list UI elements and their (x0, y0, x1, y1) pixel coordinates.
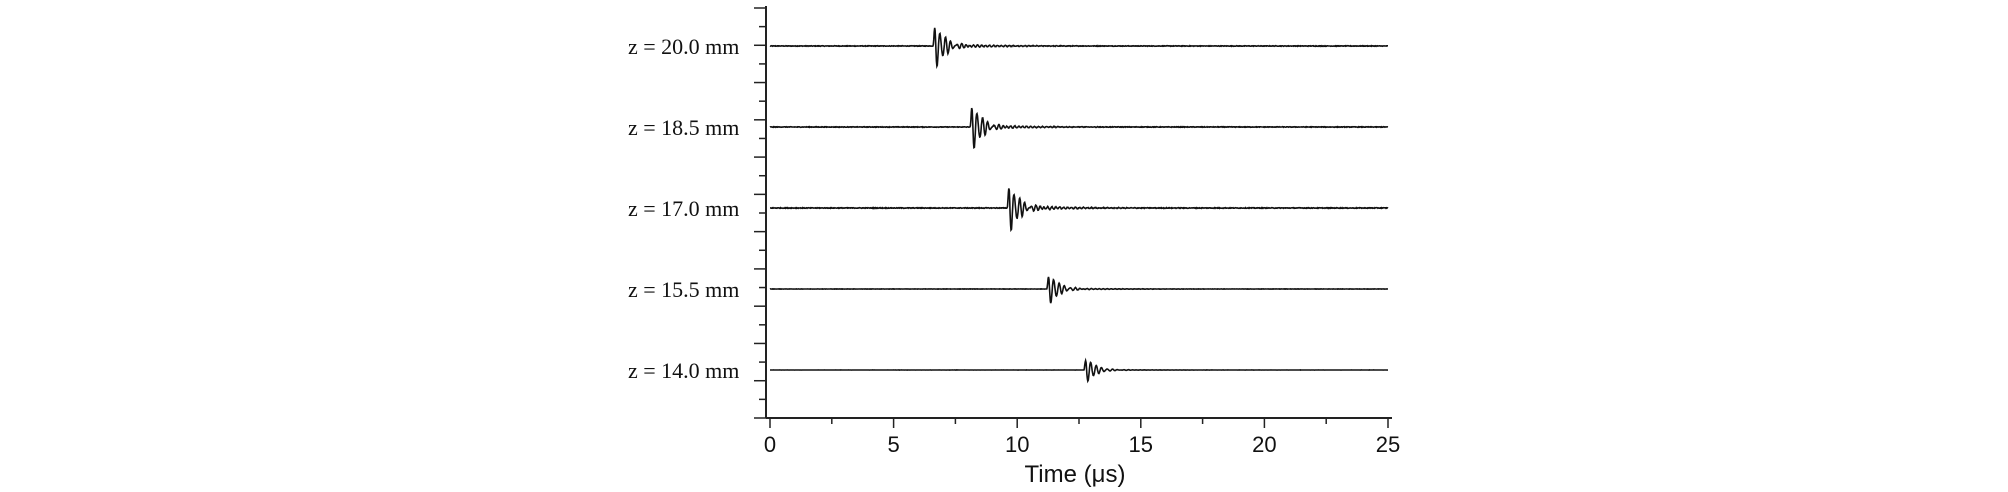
trace-2 (770, 188, 1389, 233)
y-axis-ticks (754, 7, 766, 419)
trace-4 (770, 357, 1388, 384)
trace-label-4: z = 14.0 mm (628, 358, 739, 383)
trace-1 (769, 107, 1389, 149)
x-tick-label: 15 (1129, 432, 1153, 457)
x-axis-ticks: 0 5 10 15 20 25 (764, 418, 1400, 457)
waveform-traces (769, 27, 1389, 384)
trace-label-3: z = 15.5 mm (628, 277, 739, 302)
trace-0 (769, 27, 1388, 70)
trace-labels: z = 20.0 mm z = 18.5 mm z = 17.0 mm z = 15.… (628, 34, 739, 383)
x-tick-label: 20 (1252, 432, 1276, 457)
x-tick-label: 10 (1005, 432, 1029, 457)
trace-3 (769, 276, 1388, 304)
x-tick-label: 0 (764, 432, 776, 457)
x-tick-label: 25 (1376, 432, 1400, 457)
trace-label-1: z = 18.5 mm (628, 115, 739, 140)
x-tick-label: 5 (887, 432, 899, 457)
trace-label-0: z = 20.0 mm (628, 34, 739, 59)
x-axis-title: Time (μs) (1025, 461, 1126, 488)
trace-label-2: z = 17.0 mm (628, 196, 739, 221)
